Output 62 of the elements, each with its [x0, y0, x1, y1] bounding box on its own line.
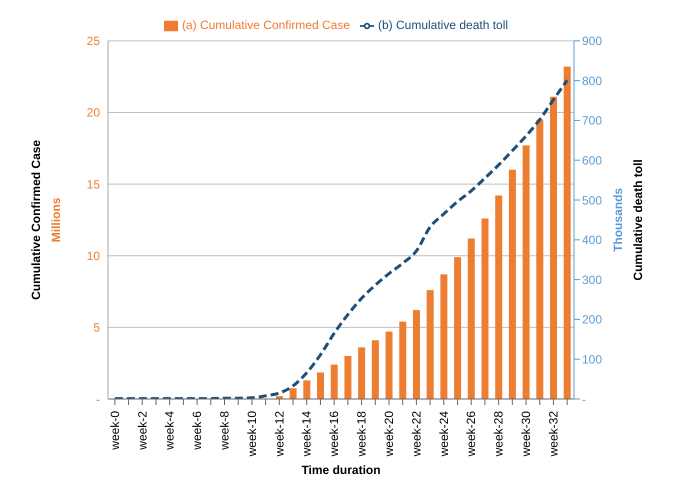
bar	[481, 218, 488, 399]
y2-tick-label: 400	[582, 233, 602, 248]
bar	[536, 120, 544, 399]
x-tick-label: week-14	[300, 410, 314, 458]
x-tick-label: week-2	[135, 410, 150, 451]
x-tick-label: week-22	[409, 410, 424, 458]
text: Thousands	[611, 188, 625, 252]
y2-tick-label: 800	[582, 74, 602, 88]
bar	[564, 66, 571, 399]
y2-tick-label: 200	[582, 312, 602, 327]
y-tick-label: 5	[93, 320, 100, 335]
x-tick-label: week-0	[108, 410, 122, 451]
bar	[358, 347, 366, 399]
x-tick-label: week-4	[162, 410, 177, 451]
y-tick-label: 10	[86, 248, 100, 263]
bar	[440, 274, 448, 399]
y2-tick-label: 100	[582, 352, 602, 366]
bar	[412, 310, 420, 399]
y2-tick-label: 600	[582, 153, 602, 168]
x-axis-title: Time duration	[301, 463, 381, 477]
x-tick-label: week-8	[218, 410, 232, 451]
legend-label: (b) Cumulative death toll	[378, 18, 508, 32]
x-tick-label: week-18	[354, 410, 369, 458]
y2-tick-label: -	[582, 392, 586, 406]
bar	[522, 145, 530, 399]
text: Millions	[49, 197, 63, 242]
legend-label: (a) Cumulative Confirmed Case	[182, 18, 350, 32]
x-tick-label: week-30	[519, 410, 534, 458]
bar	[372, 340, 379, 399]
x-tick-label: week-6	[190, 410, 204, 451]
y-tick-label: 25	[86, 34, 100, 48]
bar	[399, 322, 406, 399]
bar	[495, 196, 502, 399]
y-tick-label: 15	[86, 177, 100, 192]
y-axis-title: Cumulative Confirmed Case	[29, 140, 43, 300]
x-tick-label: week-20	[382, 410, 396, 458]
x-tick-label: week-12	[272, 410, 286, 458]
x-tick-label: week-28	[492, 410, 506, 458]
x-tick-label: week-16	[327, 410, 342, 458]
y2-tick-label: 700	[582, 114, 602, 128]
x-tick-label: week-24	[436, 410, 451, 458]
x-tick-label: week-32	[546, 410, 560, 458]
bar	[344, 356, 352, 399]
bar	[468, 238, 475, 399]
bar	[303, 380, 310, 399]
bar	[454, 257, 462, 399]
y2-tick-label: 300	[582, 272, 602, 287]
x-tick-label: week-26	[464, 410, 478, 458]
bar	[330, 364, 338, 399]
bar	[386, 332, 393, 399]
bar	[508, 170, 516, 399]
y2-tick-label: 900	[582, 34, 602, 48]
bar	[426, 290, 434, 399]
y-tick-label: 20	[86, 106, 100, 120]
bar	[317, 372, 324, 399]
x-tick-label: week-10	[244, 410, 259, 458]
line-series	[113, 78, 569, 399]
y-tick-label: -	[96, 392, 100, 406]
y2-tick-label: 500	[582, 193, 602, 208]
y2-axis-title: Cumulative death toll	[631, 159, 645, 281]
bar	[550, 96, 558, 399]
bar	[290, 388, 297, 399]
